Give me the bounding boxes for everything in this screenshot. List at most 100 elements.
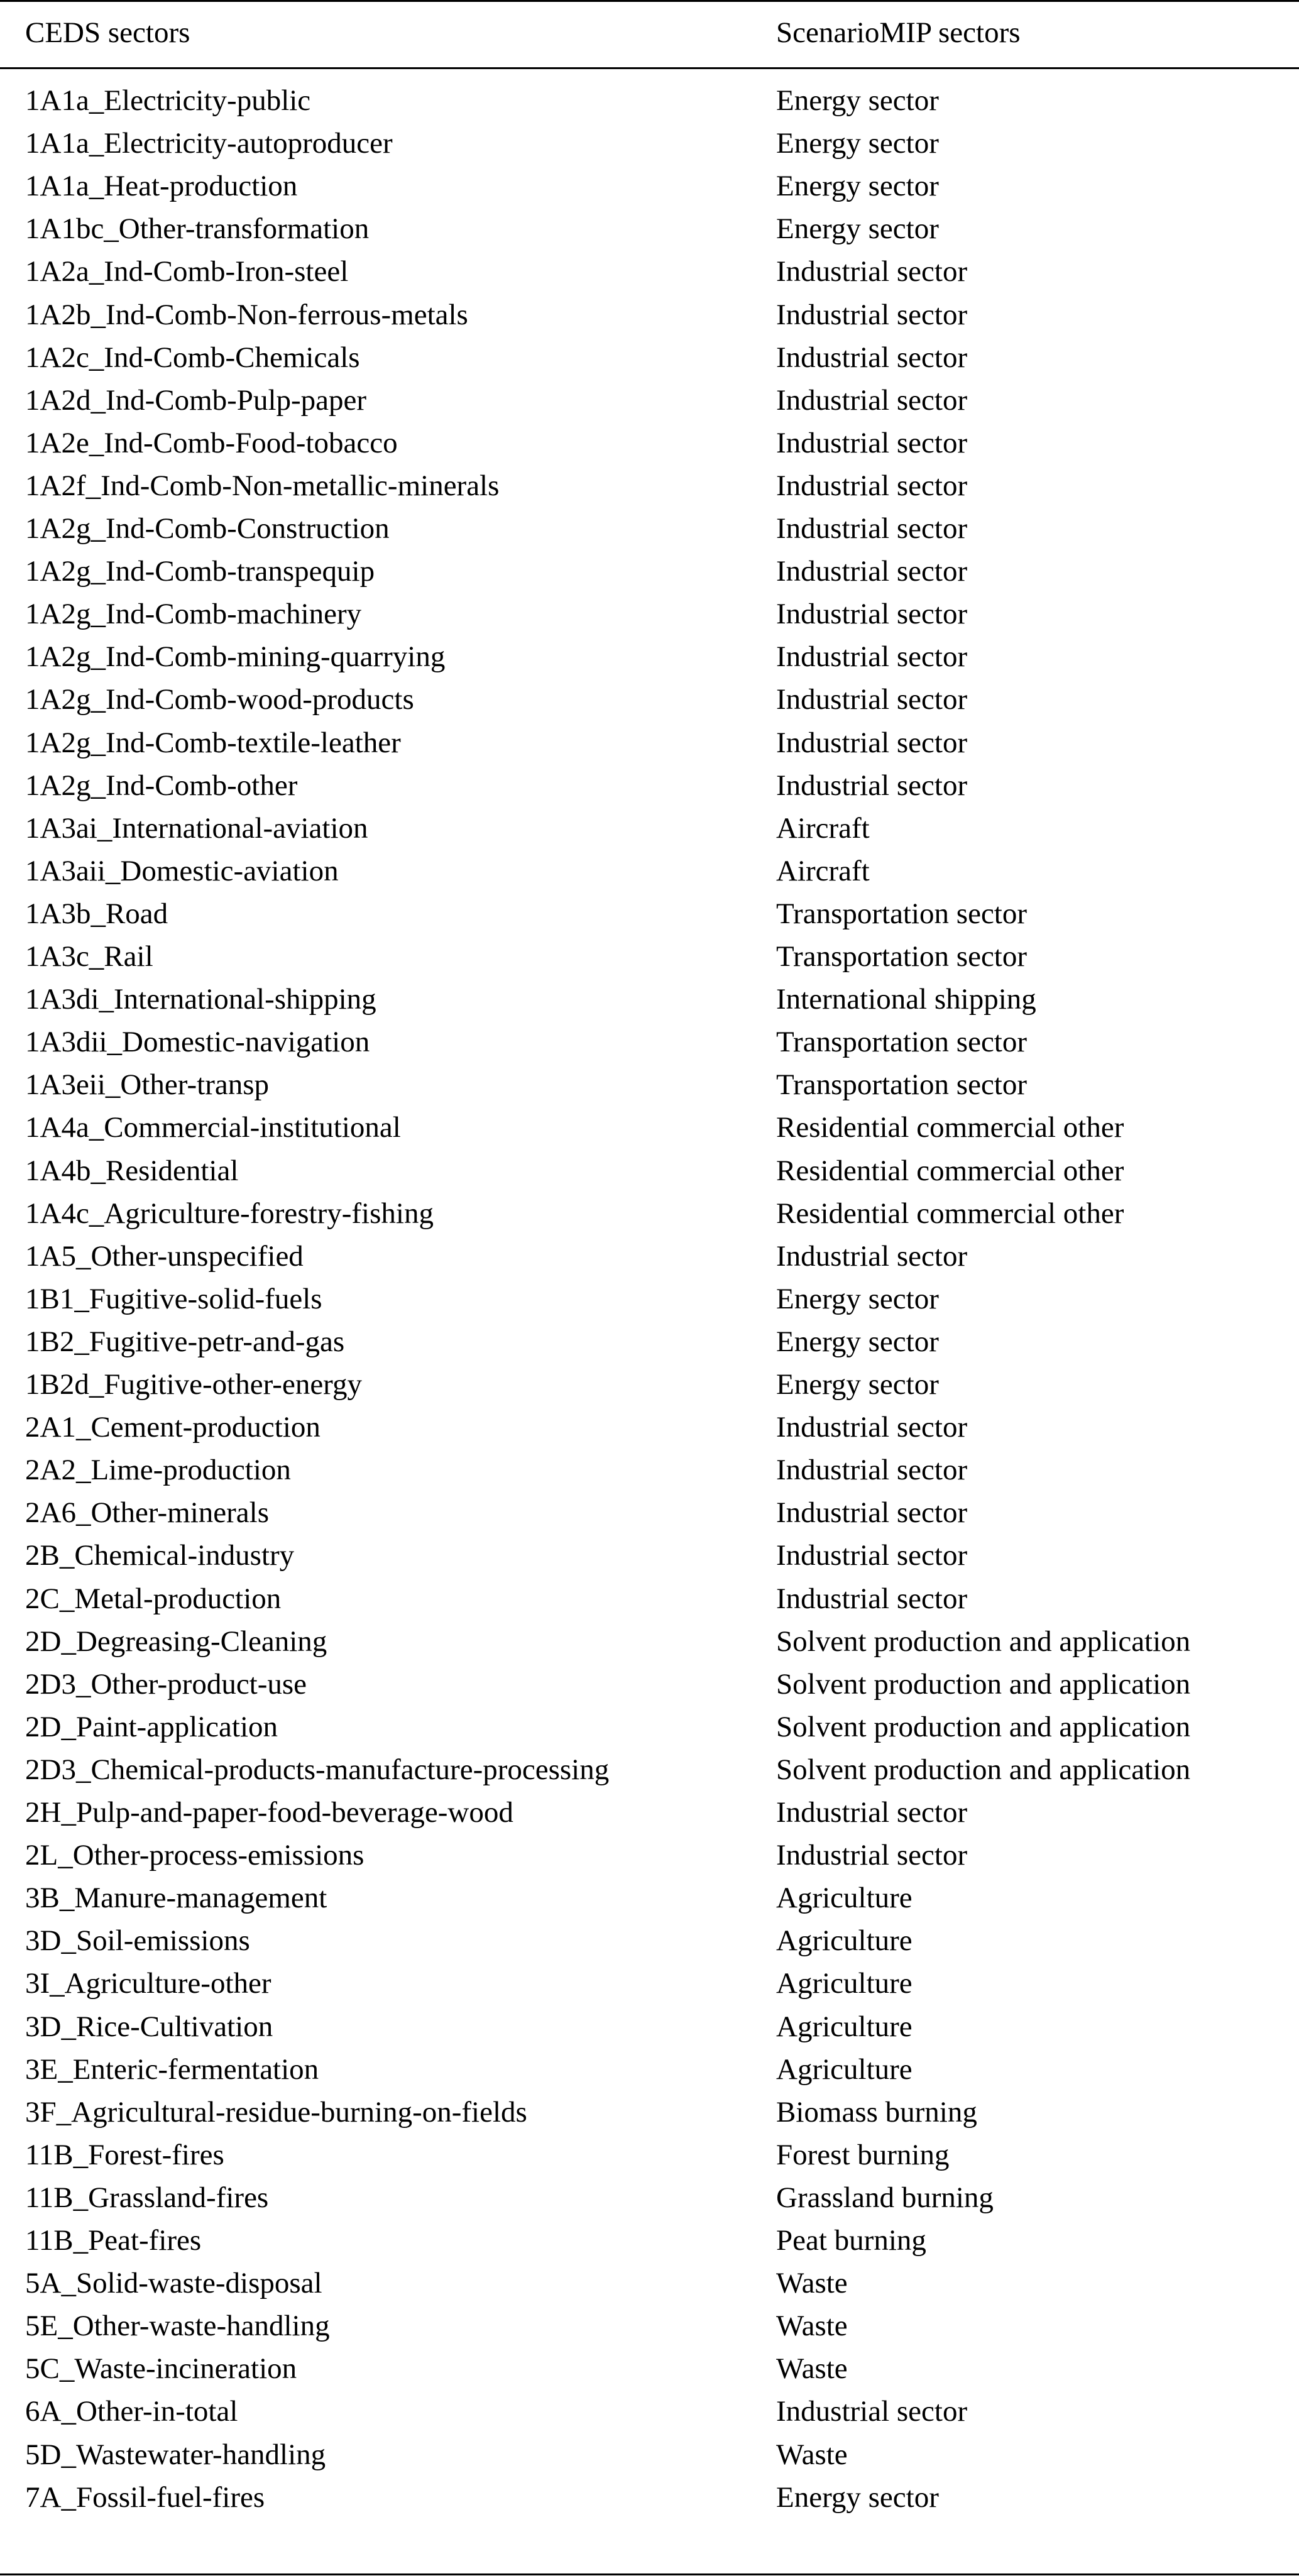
scenariomip-sector-cell: Transportation sector xyxy=(776,897,1028,930)
scenariomip-sector-cell: Industrial sector xyxy=(776,298,968,331)
scenariomip-sector-cell: Industrial sector xyxy=(776,726,968,759)
scenariomip-sector-cell: Waste xyxy=(776,2352,848,2386)
scenariomip-sector-cell: Industrial sector xyxy=(776,1539,968,1572)
scenariomip-sector-cell: Agriculture xyxy=(776,1967,913,2000)
ceds-sector-cell: 1A5_Other-unspecified xyxy=(25,1239,304,1273)
scenariomip-sector-cell: Transportation sector xyxy=(776,1026,1028,1059)
ceds-sector-cell: 1A2d_Ind-Comb-Pulp-paper xyxy=(25,383,367,417)
header-ceds-sectors: CEDS sectors xyxy=(25,16,190,49)
ceds-sector-cell: 1A4b_Residential xyxy=(25,1154,239,1187)
ceds-sector-cell: 11B_Grassland-fires xyxy=(25,2181,269,2214)
scenariomip-sector-cell: Agriculture xyxy=(776,2053,913,2086)
ceds-sector-cell: 5C_Waste-incineration xyxy=(25,2352,297,2386)
ceds-sector-cell: 1A2e_Ind-Comb-Food-tobacco xyxy=(25,426,398,459)
ceds-sector-cell: 6A_Other-in-total xyxy=(25,2395,238,2428)
ceds-sector-cell: 1A4c_Agriculture-forestry-fishing xyxy=(25,1197,434,1230)
scenariomip-sector-cell: Solvent production and application xyxy=(776,1625,1191,1658)
scenariomip-sector-cell: Biomass burning xyxy=(776,2095,977,2129)
scenariomip-sector-cell: Industrial sector xyxy=(776,512,968,545)
ceds-sector-cell: 1A3ai_International-aviation xyxy=(25,811,368,845)
scenariomip-sector-cell: Energy sector xyxy=(776,1368,939,1401)
ceds-sector-cell: 2D3_Chemical-products-manufacture-proces… xyxy=(25,1753,610,1786)
scenariomip-sector-cell: Aircraft xyxy=(776,854,870,887)
scenariomip-sector-cell: International shipping xyxy=(776,983,1036,1016)
table-bottom-rule xyxy=(0,2573,1299,2575)
ceds-sector-cell: 1A3aii_Domestic-aviation xyxy=(25,854,339,887)
ceds-sector-cell: 2D_Paint-application xyxy=(25,1710,278,1743)
scenariomip-sector-cell: Industrial sector xyxy=(776,555,968,588)
scenariomip-sector-cell: Industrial sector xyxy=(776,683,968,716)
scenariomip-sector-cell: Energy sector xyxy=(776,84,939,117)
ceds-sector-cell: 3E_Enteric-fermentation xyxy=(25,2053,319,2086)
ceds-sector-cell: 1A2g_Ind-Comb-wood-products xyxy=(25,683,414,716)
scenariomip-sector-cell: Waste xyxy=(776,2267,848,2300)
ceds-sector-cell: 5A_Solid-waste-disposal xyxy=(25,2267,322,2300)
ceds-sector-cell: 1A3di_International-shipping xyxy=(25,983,376,1016)
ceds-sector-cell: 1A2b_Ind-Comb-Non-ferrous-metals xyxy=(25,298,468,331)
ceds-sector-cell: 2H_Pulp-and-paper-food-beverage-wood xyxy=(25,1796,513,1829)
scenariomip-sector-cell: Energy sector xyxy=(776,212,939,246)
ceds-sector-cell: 1A4a_Commercial-institutional xyxy=(25,1111,401,1144)
ceds-sector-cell: 3D_Rice-Cultivation xyxy=(25,2010,273,2043)
header-scenariomip-sectors: ScenarioMIP sectors xyxy=(776,16,1021,49)
scenariomip-sector-cell: Industrial sector xyxy=(776,426,968,459)
ceds-sector-cell: 5E_Other-waste-handling xyxy=(25,2310,330,2343)
ceds-sector-cell: 1A1a_Heat-production xyxy=(25,170,298,203)
ceds-sector-cell: 1A2g_Ind-Comb-machinery xyxy=(25,598,362,631)
scenariomip-sector-cell: Grassland burning xyxy=(776,2181,994,2214)
ceds-sector-cell: 2D_Degreasing-Cleaning xyxy=(25,1625,327,1658)
scenariomip-sector-cell: Residential commercial other xyxy=(776,1197,1124,1230)
scenariomip-sector-cell: Waste xyxy=(776,2310,848,2343)
scenariomip-sector-cell: Industrial sector xyxy=(776,1496,968,1530)
ceds-sector-cell: 1A1a_Electricity-public xyxy=(25,84,311,117)
scenariomip-sector-cell: Residential commercial other xyxy=(776,1111,1124,1144)
ceds-sector-cell: 1B2d_Fugitive-other-energy xyxy=(25,1368,362,1401)
scenariomip-sector-cell: Industrial sector xyxy=(776,469,968,502)
scenariomip-sector-cell: Industrial sector xyxy=(776,1411,968,1444)
scenariomip-sector-cell: Industrial sector xyxy=(776,1796,968,1829)
scenariomip-sector-cell: Forest burning xyxy=(776,2138,950,2171)
ceds-sector-cell: 1A2g_Ind-Comb-Construction xyxy=(25,512,390,545)
table-header-rule xyxy=(0,67,1299,69)
ceds-sector-cell: 7A_Fossil-fuel-fires xyxy=(25,2480,265,2514)
ceds-sector-cell: 2B_Chemical-industry xyxy=(25,1539,295,1572)
ceds-sector-cell: 1A2g_Ind-Comb-mining-quarrying xyxy=(25,640,446,674)
scenariomip-sector-cell: Industrial sector xyxy=(776,1839,968,1872)
scenariomip-sector-cell: Agriculture xyxy=(776,1882,913,1915)
scenariomip-sector-cell: Energy sector xyxy=(776,1325,939,1358)
scenariomip-sector-cell: Agriculture xyxy=(776,1924,913,1958)
ceds-sector-cell: 3I_Agriculture-other xyxy=(25,1967,271,2000)
scenariomip-sector-cell: Waste xyxy=(776,2438,848,2471)
ceds-sector-cell: 3B_Manure-management xyxy=(25,1882,327,1915)
ceds-sector-cell: 1A3c_Rail xyxy=(25,940,153,973)
scenariomip-sector-cell: Industrial sector xyxy=(776,1239,968,1273)
ceds-sector-cell: 1A2g_Ind-Comb-other xyxy=(25,769,298,802)
scenariomip-sector-cell: Energy sector xyxy=(776,2480,939,2514)
scenariomip-sector-cell: Energy sector xyxy=(776,170,939,203)
ceds-sector-cell: 1A3eii_Other-transp xyxy=(25,1068,270,1102)
scenariomip-sector-cell: Peat burning xyxy=(776,2224,926,2257)
scenariomip-sector-cell: Industrial sector xyxy=(776,1454,968,1487)
scenariomip-sector-cell: Industrial sector xyxy=(776,640,968,674)
scenariomip-sector-cell: Aircraft xyxy=(776,811,870,845)
scenariomip-sector-cell: Industrial sector xyxy=(776,598,968,631)
ceds-sector-cell: 2D3_Other-product-use xyxy=(25,1667,307,1701)
ceds-sector-cell: 1A2f_Ind-Comb-Non-metallic-minerals xyxy=(25,469,500,502)
ceds-sector-cell: 3D_Soil-emissions xyxy=(25,1924,250,1958)
scenariomip-sector-cell: Transportation sector xyxy=(776,940,1028,973)
ceds-sector-cell: 1A2g_Ind-Comb-textile-leather xyxy=(25,726,401,759)
ceds-sector-cell: 2A1_Cement-production xyxy=(25,1411,321,1444)
ceds-sector-cell: 5D_Wastewater-handling xyxy=(25,2438,326,2471)
scenariomip-sector-cell: Industrial sector xyxy=(776,2395,968,2428)
ceds-sector-cell: 1B1_Fugitive-solid-fuels xyxy=(25,1282,322,1315)
scenariomip-sector-cell: Agriculture xyxy=(776,2010,913,2043)
ceds-sector-cell: 2A2_Lime-production xyxy=(25,1454,291,1487)
ceds-sector-cell: 11B_Peat-fires xyxy=(25,2224,202,2257)
scenariomip-sector-cell: Industrial sector xyxy=(776,769,968,802)
ceds-sector-cell: 1A3b_Road xyxy=(25,897,168,930)
ceds-sector-cell: 1A2a_Ind-Comb-Iron-steel xyxy=(25,255,349,288)
ceds-sector-cell: 1A2c_Ind-Comb-Chemicals xyxy=(25,341,360,374)
ceds-sector-cell: 11B_Forest-fires xyxy=(25,2138,224,2171)
ceds-sector-cell: 3F_Agricultural-residue-burning-on-field… xyxy=(25,2095,527,2129)
scenariomip-sector-cell: Industrial sector xyxy=(776,341,968,374)
